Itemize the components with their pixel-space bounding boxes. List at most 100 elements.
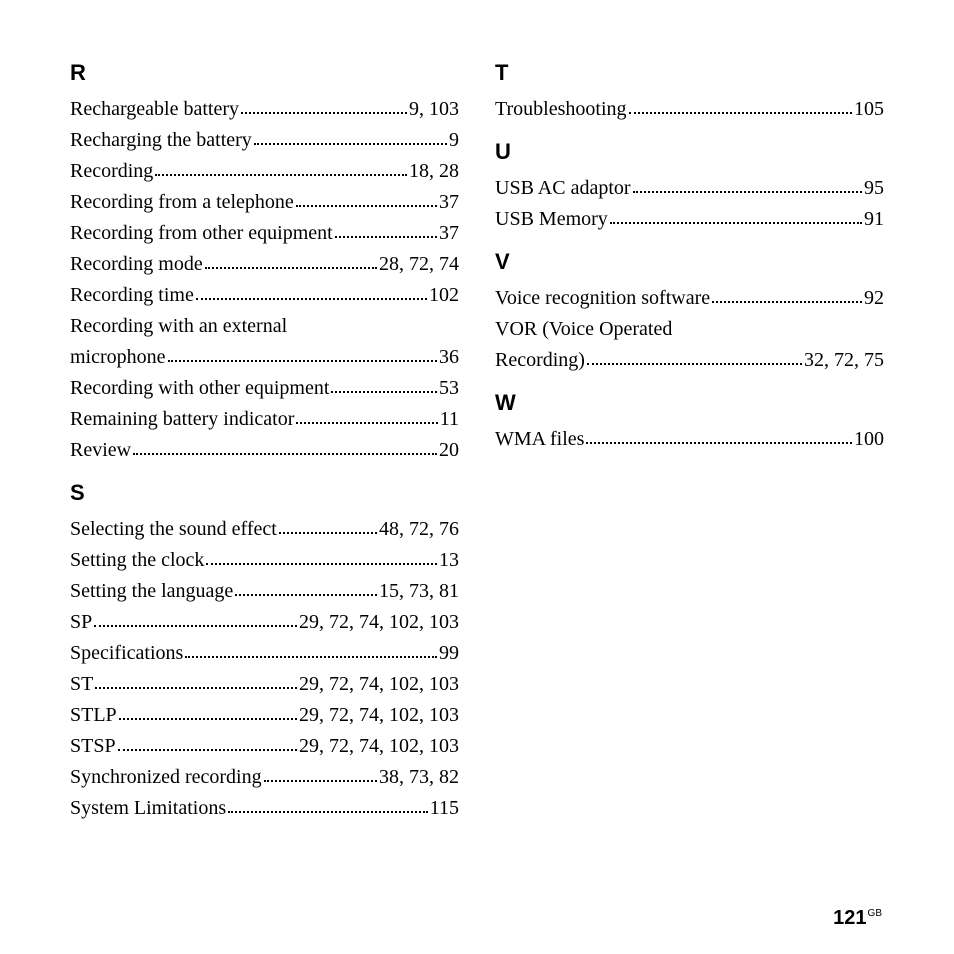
index-entry-term: USB AC adaptor [495, 173, 631, 204]
index-page: RRechargeable battery9, 103Recharging th… [0, 0, 954, 864]
index-entry-pages: 37 [439, 218, 459, 249]
index-entry-term: VOR (Voice Operated [495, 314, 672, 345]
dot-leader [296, 205, 437, 207]
index-entry-term: Recording mode [70, 249, 203, 280]
index-entry: Recording mode28, 72, 74 [70, 249, 459, 280]
dot-leader [185, 656, 437, 658]
page-number: 121GB [833, 907, 882, 930]
index-entry: ST29, 72, 74, 102, 103 [70, 669, 459, 700]
index-entry-pages: 9, 103 [409, 94, 459, 125]
index-entry-pages: 11 [440, 404, 459, 435]
index-entry-pages: 102 [429, 280, 459, 311]
dot-leader [133, 453, 437, 455]
index-entry-pages: 105 [854, 94, 884, 125]
dot-leader [155, 174, 407, 176]
index-entry-pages: 18, 28 [409, 156, 459, 187]
dot-leader [586, 442, 852, 444]
index-entry: Specifications 99 [70, 638, 459, 669]
index-entry-pages: 100 [854, 424, 884, 455]
dot-leader [610, 222, 862, 224]
index-section-heading: T [495, 60, 884, 86]
dot-leader [118, 749, 297, 751]
index-entry-term: Rechargeable battery [70, 94, 239, 125]
index-entry-term: Troubleshooting [495, 94, 627, 125]
index-column-right: TTroubleshooting105UUSB AC adaptor95USB … [495, 60, 884, 824]
dot-leader [587, 363, 802, 365]
index-entry: VOR (Voice Operated [495, 314, 884, 345]
index-entry-term: Recording with an external [70, 311, 287, 342]
index-entry: USB Memory91 [495, 204, 884, 235]
index-entry: Recording with an external [70, 311, 459, 342]
index-entry: Setting the clock 13 [70, 545, 459, 576]
dot-leader [633, 191, 862, 193]
index-entry: Setting the language15, 73, 81 [70, 576, 459, 607]
index-entry: Recording 18, 28 [70, 156, 459, 187]
index-entry: Recharging the battery9 [70, 125, 459, 156]
index-entry-term: Recording time [70, 280, 194, 311]
dot-leader [296, 422, 437, 424]
dot-leader [168, 360, 437, 362]
index-entry-term: Specifications [70, 638, 183, 669]
index-entry-term: Recording from other equipment [70, 218, 333, 249]
dot-leader [95, 687, 297, 689]
index-entry: microphone 36 [70, 342, 459, 373]
index-entry-term: Recording [70, 156, 153, 187]
dot-leader [331, 391, 437, 393]
index-entry-term: STLP [70, 700, 117, 731]
index-entry-term: USB Memory [495, 204, 608, 235]
index-entry-pages: 92 [864, 283, 884, 314]
dot-leader [254, 143, 447, 145]
index-entry-pages: 9 [449, 125, 459, 156]
index-entry-term: Remaining battery indicator [70, 404, 294, 435]
index-entry: Recording with other equipment53 [70, 373, 459, 404]
dot-leader [241, 112, 407, 114]
index-entry: Remaining battery indicator 11 [70, 404, 459, 435]
index-entry-pages: 32, 72, 75 [804, 345, 884, 376]
dot-leader [264, 780, 377, 782]
index-entry-pages: 95 [864, 173, 884, 204]
index-entry-term: Setting the clock [70, 545, 204, 576]
index-entry: Recording from other equipment 37 [70, 218, 459, 249]
index-entry-term: WMA files [495, 424, 584, 455]
index-entry: STLP 29, 72, 74, 102, 103 [70, 700, 459, 731]
index-entry-pages: 29, 72, 74, 102, 103 [299, 607, 459, 638]
dot-leader [94, 625, 297, 627]
index-entry-pages: 13 [439, 545, 459, 576]
index-entry: Review20 [70, 435, 459, 466]
index-entry: Troubleshooting 105 [495, 94, 884, 125]
index-entry-term: Synchronized recording [70, 762, 262, 793]
index-entry-term: SP [70, 607, 92, 638]
index-entry-pages: 99 [439, 638, 459, 669]
index-entry-pages: 37 [439, 187, 459, 218]
index-entry-pages: 29, 72, 74, 102, 103 [299, 700, 459, 731]
dot-leader [205, 267, 377, 269]
dot-leader [228, 811, 428, 813]
index-entry-pages: 15, 73, 81 [379, 576, 459, 607]
index-entry: USB AC adaptor 95 [495, 173, 884, 204]
dot-leader [279, 532, 377, 534]
dot-leader [629, 112, 852, 114]
index-entry: Recording)32, 72, 75 [495, 345, 884, 376]
index-entry-pages: 115 [430, 793, 459, 824]
page-number-value: 121 [833, 907, 866, 929]
index-entry-pages: 36 [439, 342, 459, 373]
index-entry-term: System Limitations [70, 793, 226, 824]
index-entry-pages: 53 [439, 373, 459, 404]
index-entry-term: Voice recognition software [495, 283, 710, 314]
dot-leader [119, 718, 297, 720]
index-entry-pages: 20 [439, 435, 459, 466]
index-section-heading: W [495, 390, 884, 416]
index-entry: Voice recognition software 92 [495, 283, 884, 314]
index-entry-term: STSP [70, 731, 116, 762]
index-entry-term: Recording from a telephone [70, 187, 294, 218]
dot-leader [196, 298, 427, 300]
index-column-left: RRechargeable battery9, 103Recharging th… [70, 60, 459, 824]
index-entry: Recording from a telephone 37 [70, 187, 459, 218]
index-entry: Recording time 102 [70, 280, 459, 311]
index-entry-pages: 48, 72, 76 [379, 514, 459, 545]
index-entry: WMA files 100 [495, 424, 884, 455]
index-entry: SP 29, 72, 74, 102, 103 [70, 607, 459, 638]
index-entry-term: microphone [70, 342, 166, 373]
index-section-heading: U [495, 139, 884, 165]
dot-leader [235, 594, 377, 596]
